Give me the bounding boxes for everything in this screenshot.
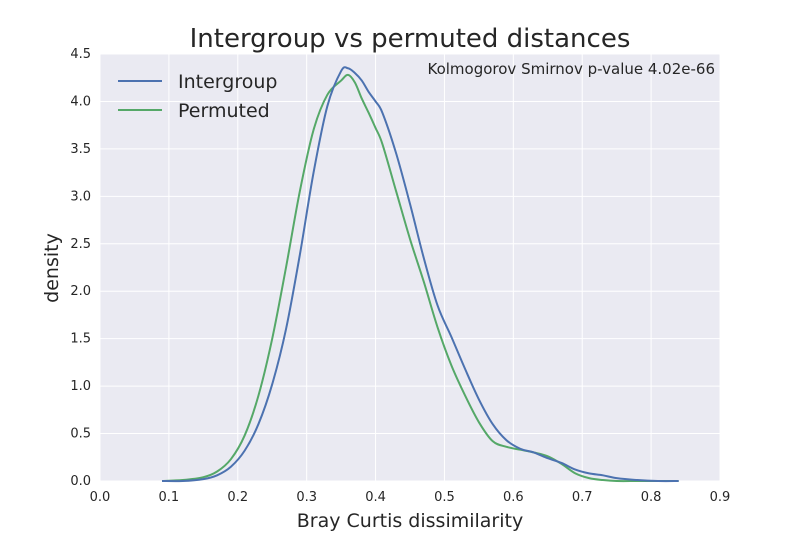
ks-annotation: Kolmogorov Smirnov p-value 4.02e-66 [427,60,715,78]
legend-label-intergroup: Intergroup [178,71,277,93]
x-tick-label: 0.9 [710,490,731,505]
plot-area [100,54,720,481]
x-tick-label: 0.0 [90,490,111,505]
x-tick-label: 0.2 [227,490,248,505]
y-tick-label: 1.0 [70,379,91,394]
y-tick-label: 2.0 [70,284,91,299]
y-tick-label: 1.5 [70,332,91,347]
x-tick-label: 0.3 [296,490,317,505]
x-tick-label: 0.7 [572,490,593,505]
series-line-intergroup [161,66,679,483]
y-tick-label: 4.5 [70,47,91,62]
x-tick-label: 0.6 [503,490,524,505]
y-tick-label: 2.5 [70,237,91,252]
y-axis-label: density [41,233,63,303]
series-lines [161,66,679,483]
chart-title: Intergroup vs permuted distances [190,24,631,54]
tick-labels: 0.0 0.1 0.2 0.3 0.4 0.5 0.6 0.7 0.8 0.9 0.0 0.5 1.0 1… [70,47,730,505]
x-tick-label: 0.8 [641,490,662,505]
y-tick-label: 3.5 [70,142,91,157]
x-tick-label: 0.5 [434,490,455,505]
x-axis-label: Bray Curtis dissimilarity [297,510,523,532]
y-tick-label: 3.0 [70,189,91,204]
legend-label-permuted: Permuted [178,100,270,122]
y-tick-label: 4.0 [70,94,91,109]
series-line-permuted [161,73,679,483]
y-tick-label: 0.5 [70,427,91,442]
x-tick-label: 0.4 [365,490,386,505]
y-tick-label: 0.0 [70,474,91,489]
x-tick-label: 0.1 [159,490,180,505]
legend: Intergroup Permuted [118,71,277,122]
